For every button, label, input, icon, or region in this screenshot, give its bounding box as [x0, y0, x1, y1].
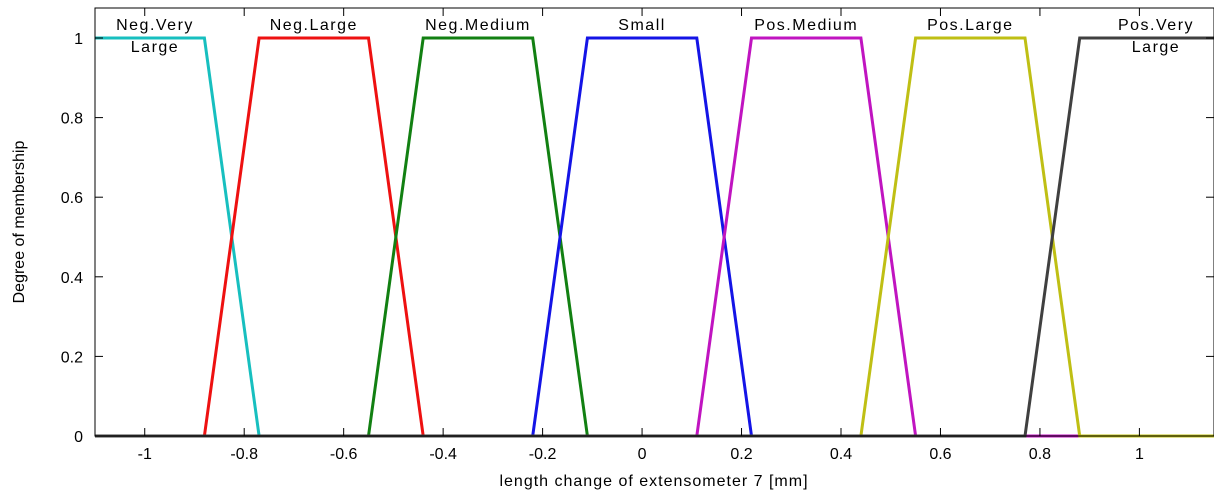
series-line-pos-very-large: [95, 36, 1214, 438]
x-tick-label: -1: [138, 446, 152, 463]
x-tick-label: 0: [638, 446, 647, 463]
x-tick-label: 0.6: [929, 446, 951, 463]
x-tick-label: 1: [1135, 446, 1144, 463]
mf-label-layer: Neg.Very Large Neg.Large Neg.Medium Small Pos…: [116, 17, 1194, 56]
mf-label-pos-medium: Pos.Medium: [754, 17, 858, 34]
x-tick-label: 0.8: [1029, 446, 1051, 463]
mf-label-neg-very-large: Large: [131, 39, 179, 56]
y-tick-label: 1: [74, 31, 83, 48]
mf-label-neg-large: Neg.Large: [270, 17, 358, 34]
x-tick-label: -0.8: [230, 446, 258, 463]
y-tick-label: 0.8: [61, 111, 83, 128]
x-tick-label: 0.2: [730, 446, 752, 463]
mf-label-pos-large: Pos.Large: [927, 17, 1013, 34]
mf-label-pos-very-large: Pos.Very: [1118, 17, 1194, 34]
y-tick-label: 0.2: [61, 349, 83, 366]
series-line-pos-medium: [95, 36, 1214, 438]
mf-label-neg-medium: Neg.Medium: [425, 17, 531, 34]
series-line-neg-medium: [95, 36, 1214, 438]
series-line-neg-large: [95, 36, 1214, 438]
x-tick-label: -0.2: [529, 446, 557, 463]
series-layer: [95, 36, 1214, 438]
series-line-pos-large: [95, 36, 1214, 438]
mf-label-pos-very-large: Large: [1132, 39, 1180, 56]
x-tick-label: -0.4: [429, 446, 457, 463]
series-line-small: [95, 36, 1214, 438]
x-tick-label: -0.6: [330, 446, 358, 463]
mf-label-neg-very-large: Neg.Very: [116, 17, 194, 34]
mf-label-small: Small: [618, 17, 666, 34]
series-line-neg-very-large: [95, 36, 1214, 438]
x-tick-label: 0.4: [830, 446, 852, 463]
y-tick-label: 0.6: [61, 190, 83, 207]
y-axis-title: Degree of membership: [11, 141, 28, 304]
y-tick-label: 0: [74, 429, 83, 446]
x-axis-title: length change of extensometer 7 [mm]: [499, 473, 808, 490]
y-tick-label: 0.4: [61, 270, 83, 287]
plot-frame: [94, 7, 1214, 437]
tick-layer: -1 -0.8 -0.6 -0.4 -0.2 0 0.2 0.4 0.6 0.8 1 0 0.2 0.4 0…: [61, 8, 1214, 463]
